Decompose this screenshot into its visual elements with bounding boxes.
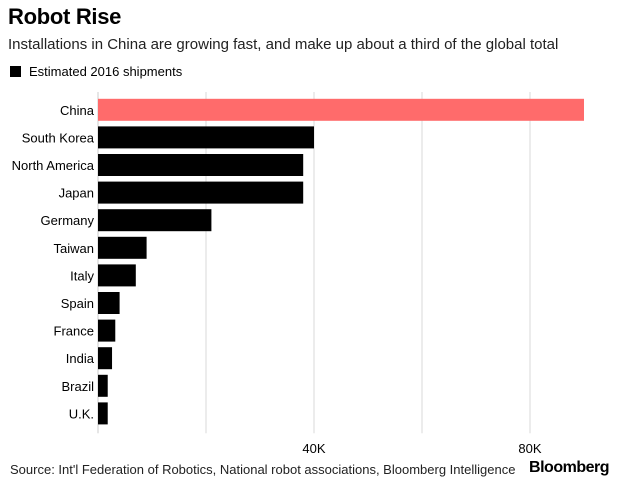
brand-logo: Bloomberg xyxy=(529,459,609,476)
bar xyxy=(98,374,108,397)
bar xyxy=(98,264,136,287)
legend-label: Estimated 2016 shipments xyxy=(29,64,183,79)
category-label: Italy xyxy=(70,268,94,283)
x-tick-label: 80K xyxy=(518,441,541,455)
category-label: China xyxy=(60,103,95,118)
chart-title: Robot Rise xyxy=(8,4,122,29)
bar xyxy=(98,347,113,370)
category-label: South Korea xyxy=(22,130,95,145)
category-label: Brazil xyxy=(61,379,94,394)
bar xyxy=(98,319,116,342)
chart-subtitle: Installations in China are growing fast,… xyxy=(8,36,559,53)
x-tick-label: 40K xyxy=(302,441,325,455)
category-label: Taiwan xyxy=(54,241,94,256)
bar xyxy=(98,154,304,176)
bar xyxy=(98,236,147,259)
bar-chart: 40K 80K China South Korea North America Japan… xyxy=(12,92,584,455)
source-note: Source: Int'l Federation of Robotics, Na… xyxy=(10,462,516,477)
bar xyxy=(98,126,314,149)
category-label: France xyxy=(54,324,94,339)
category-label: Germany xyxy=(41,213,95,228)
bar xyxy=(98,209,212,232)
category-label: North America xyxy=(12,158,95,173)
bar xyxy=(98,181,304,204)
bar xyxy=(98,292,120,314)
bar xyxy=(98,402,108,425)
category-label: U.K. xyxy=(69,406,94,421)
bar xyxy=(98,98,584,121)
category-label: India xyxy=(66,351,95,366)
legend-swatch xyxy=(10,66,21,77)
legend: Estimated 2016 shipments xyxy=(10,64,182,79)
category-label: Spain xyxy=(61,296,94,311)
category-label: Japan xyxy=(59,186,94,201)
